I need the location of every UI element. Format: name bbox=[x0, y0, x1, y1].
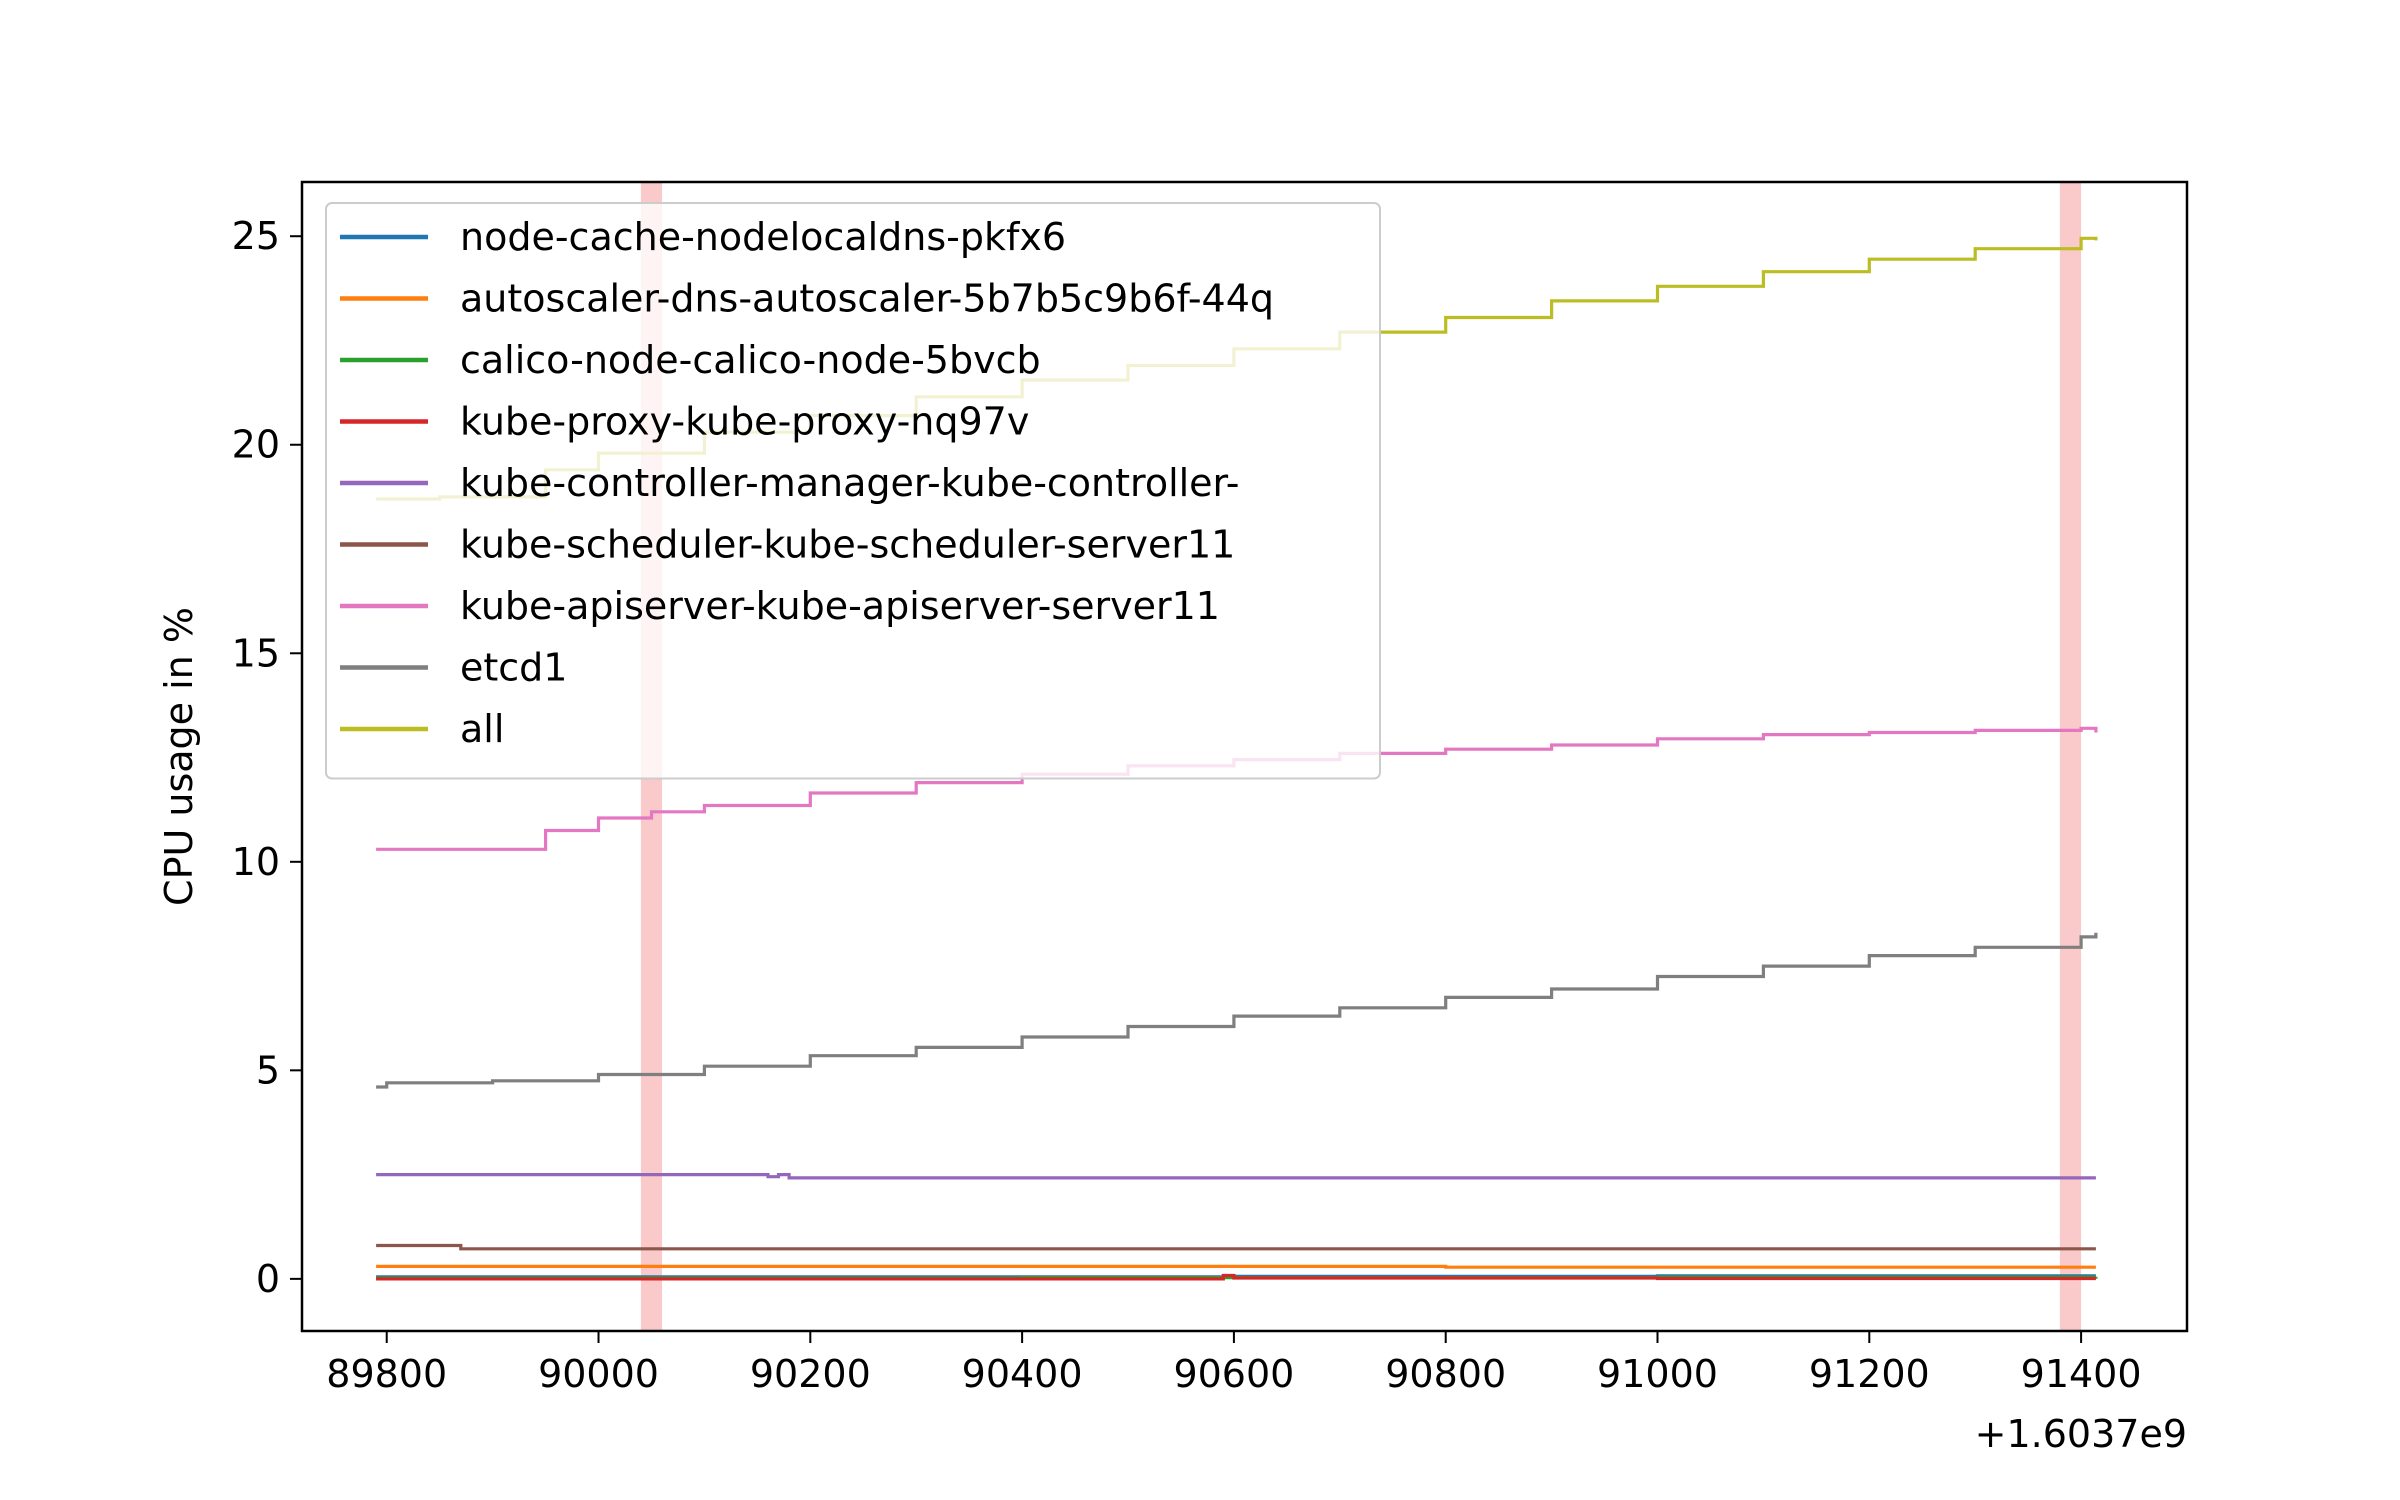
y-tick-label: 0 bbox=[256, 1257, 280, 1301]
y-tick-label: 5 bbox=[256, 1048, 280, 1092]
legend-label: kube-apiserver-kube-apiserver-server11 bbox=[460, 584, 1220, 628]
legend-label: etcd1 bbox=[460, 646, 567, 690]
x-tick-label: 90600 bbox=[1173, 1352, 1294, 1396]
y-tick-label: 10 bbox=[232, 840, 280, 884]
legend: node-cache-nodelocaldns-pkfx6 autoscaler-… bbox=[325, 202, 1381, 780]
x-tick-label: 89800 bbox=[326, 1352, 447, 1396]
x-tick-label: 90800 bbox=[1385, 1352, 1506, 1396]
x-tick-label: 90000 bbox=[538, 1352, 659, 1396]
y-axis-label: CPU usage in % bbox=[157, 607, 201, 906]
legend-label: calico-node-calico-node-5bvcb bbox=[460, 338, 1041, 382]
series-line-6 bbox=[376, 1243, 2096, 1251]
x-axis-offset-label: +1.6037e9 bbox=[1975, 1412, 2187, 1456]
x-axis: 89800 90000 90200 90400 90600 90800 91000 91200… bbox=[326, 1331, 2142, 1396]
legend-label: kube-proxy-kube-proxy-nq97v bbox=[460, 400, 1029, 444]
y-tick-label: 25 bbox=[232, 214, 280, 258]
legend-label: all bbox=[460, 707, 504, 751]
plot-area-frame bbox=[300, 180, 2189, 1333]
x-tick-label: 90400 bbox=[962, 1352, 1083, 1396]
legend-label: kube-controller-manager-kube-controller- bbox=[460, 461, 1239, 505]
series-line-8 bbox=[376, 932, 2098, 1089]
x-tick-label: 91400 bbox=[2021, 1352, 2142, 1396]
x-tick-label: 91000 bbox=[1597, 1352, 1718, 1396]
legend-label: node-cache-nodelocaldns-pkfx6 bbox=[460, 215, 1066, 259]
legend-box bbox=[325, 202, 1381, 780]
x-tick-label: 91200 bbox=[1809, 1352, 1930, 1396]
y-tick-label: 20 bbox=[232, 423, 280, 467]
series-line-5 bbox=[376, 1173, 2096, 1180]
legend-label: kube-scheduler-kube-scheduler-server11 bbox=[460, 523, 1235, 567]
highlight-span-2 bbox=[2059, 182, 2082, 1331]
y-axis: 0 5 10 15 20 25 bbox=[232, 214, 302, 1301]
legend-label: autoscaler-dns-autoscaler-5b7b5c9b6f-44q bbox=[460, 277, 1274, 321]
x-tick-label: 90200 bbox=[750, 1352, 871, 1396]
y-tick-label: 15 bbox=[232, 631, 280, 675]
series-line-4 bbox=[376, 1273, 2096, 1281]
series-line-2 bbox=[376, 1264, 2096, 1269]
